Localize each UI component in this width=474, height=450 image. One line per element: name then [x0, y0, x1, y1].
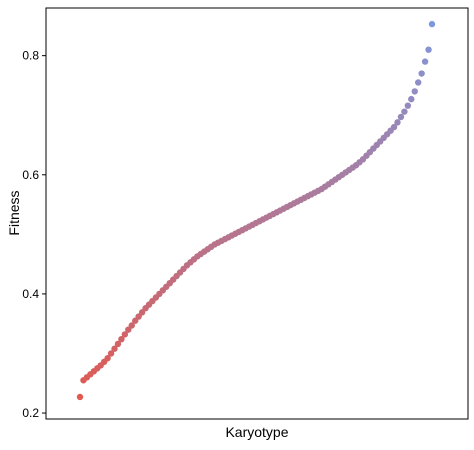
y-axis-ticks: 0.2 0.4 0.6 0.8	[22, 49, 46, 420]
data-point	[104, 355, 111, 362]
data-point	[425, 46, 432, 53]
data-point	[114, 340, 122, 348]
data-point	[390, 123, 398, 131]
data-point	[107, 350, 115, 357]
data-point	[418, 70, 425, 77]
data-point	[401, 108, 408, 115]
data-point	[408, 95, 415, 103]
data-point	[76, 393, 84, 401]
data-point	[428, 20, 436, 28]
data-point	[415, 79, 422, 86]
y-axis-title: Fitness	[6, 190, 22, 235]
scatter-points	[76, 20, 436, 401]
data-point	[128, 322, 135, 329]
data-point	[121, 331, 129, 338]
y-tick-label: 0.2	[22, 406, 39, 420]
data-point	[421, 58, 429, 65]
y-tick-label: 0.8	[22, 49, 39, 63]
y-tick-label: 0.6	[22, 168, 39, 182]
data-point	[411, 88, 418, 95]
data-point	[394, 119, 401, 126]
data-point	[118, 335, 125, 343]
data-point	[404, 102, 412, 109]
x-axis-title: Karyotype	[225, 424, 288, 440]
data-point	[397, 113, 405, 121]
data-point	[111, 345, 118, 352]
y-tick-label: 0.4	[22, 287, 39, 301]
